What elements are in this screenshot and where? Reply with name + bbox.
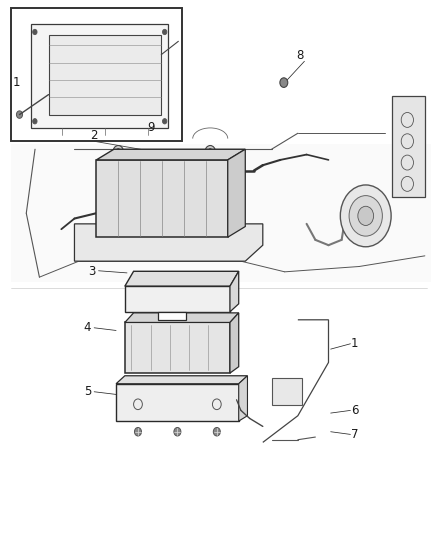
Circle shape — [349, 196, 382, 236]
Text: 7: 7 — [351, 428, 359, 441]
Polygon shape — [239, 376, 247, 421]
Bar — [49, 35, 161, 115]
Text: 8: 8 — [297, 50, 304, 62]
Circle shape — [162, 118, 167, 124]
Circle shape — [208, 312, 217, 322]
Circle shape — [205, 146, 215, 158]
Circle shape — [113, 146, 124, 158]
Polygon shape — [125, 286, 230, 312]
Bar — [11, 144, 431, 282]
Circle shape — [208, 149, 213, 155]
Circle shape — [340, 185, 391, 247]
Circle shape — [134, 427, 141, 436]
Polygon shape — [96, 160, 228, 237]
Polygon shape — [228, 149, 245, 237]
Circle shape — [280, 78, 288, 87]
Circle shape — [174, 427, 181, 436]
Bar — [272, 378, 302, 405]
Polygon shape — [158, 312, 186, 320]
Circle shape — [116, 149, 121, 155]
Polygon shape — [74, 224, 263, 261]
Polygon shape — [32, 24, 168, 128]
Polygon shape — [230, 313, 239, 373]
Polygon shape — [230, 271, 239, 312]
Text: 2: 2 — [90, 130, 98, 142]
Circle shape — [33, 29, 37, 35]
Circle shape — [213, 427, 220, 436]
Text: 1: 1 — [351, 337, 359, 350]
Circle shape — [162, 29, 167, 35]
Polygon shape — [96, 149, 245, 160]
Text: 9: 9 — [147, 122, 155, 134]
Polygon shape — [125, 313, 239, 322]
Text: 3: 3 — [88, 265, 95, 278]
Polygon shape — [125, 271, 239, 286]
Bar — [11, 8, 182, 141]
Circle shape — [16, 111, 23, 118]
Text: 1: 1 — [13, 76, 21, 89]
Circle shape — [358, 206, 374, 225]
Circle shape — [33, 118, 37, 124]
Text: 4: 4 — [84, 321, 92, 334]
Polygon shape — [116, 384, 239, 421]
Polygon shape — [116, 376, 247, 384]
Text: 5: 5 — [84, 385, 91, 398]
Bar — [392, 96, 425, 197]
Text: 6: 6 — [351, 404, 359, 417]
Circle shape — [147, 312, 155, 322]
Polygon shape — [125, 322, 230, 373]
